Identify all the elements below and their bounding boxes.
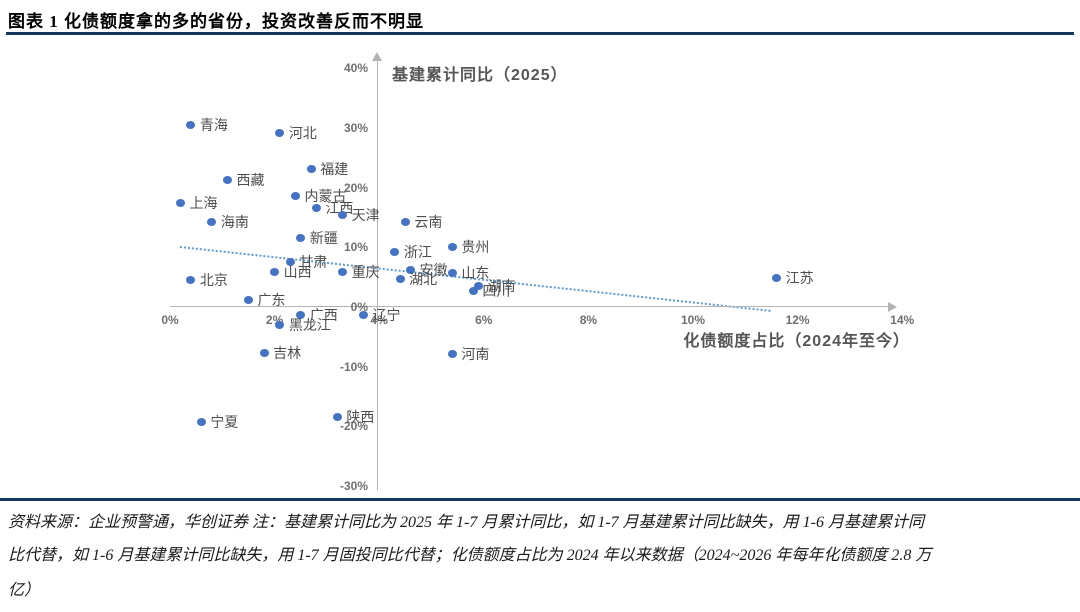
- y-tick-label: 20%: [343, 180, 368, 195]
- y-tick-label: -10%: [339, 359, 368, 374]
- data-point-label: 内蒙古: [304, 187, 347, 204]
- y-tick-label: 10%: [343, 240, 368, 255]
- source-note-line-3: 亿）: [8, 582, 41, 599]
- data-point-label: 山东: [461, 264, 490, 281]
- data-point: [468, 286, 478, 295]
- data-point: [311, 203, 321, 212]
- x-axis-title: 化债额度占比（2024年至今）: [683, 333, 910, 350]
- y-axis-arrow-icon: [372, 52, 382, 61]
- x-tick-label: 4%: [370, 313, 388, 327]
- data-point: [243, 295, 253, 304]
- data-point-label: 重庆: [351, 263, 380, 280]
- data-point-label: 浙江: [403, 244, 432, 261]
- figure-title: 图表 1 化债额度拿的多的省份，投资改善反而不明显: [8, 12, 424, 31]
- data-point: [406, 265, 416, 274]
- data-point: [207, 217, 217, 226]
- data-point: [259, 348, 269, 357]
- data-point-label: 广东: [257, 291, 286, 308]
- data-point-label: 河北: [288, 124, 317, 141]
- data-point: [196, 418, 206, 427]
- data-point: [270, 267, 280, 276]
- x-tick-label: 12%: [785, 313, 810, 327]
- data-point-label: 广西: [309, 306, 338, 323]
- data-point: [338, 211, 348, 220]
- title-underline: [6, 32, 1074, 35]
- data-point-label: 宁夏: [210, 414, 239, 431]
- data-point: [296, 233, 306, 242]
- data-point: [447, 242, 457, 251]
- data-point-label: 江苏: [785, 269, 814, 286]
- data-point-label: 黑龙江: [288, 316, 331, 333]
- data-point-label: 云南: [414, 214, 443, 231]
- data-point: [306, 165, 316, 174]
- x-tick-label: 6%: [475, 313, 493, 327]
- data-point-label: 吉林: [273, 344, 302, 361]
- data-point-label: 江西: [325, 199, 354, 216]
- y-axis-line: [376, 60, 378, 490]
- data-point: [223, 175, 233, 184]
- data-point: [275, 128, 285, 137]
- x-tick-label: 10%: [680, 313, 706, 327]
- y-tick-label: -30%: [339, 479, 368, 494]
- x-tick-label: 14%: [890, 313, 915, 327]
- footer-divider: [0, 498, 1080, 501]
- data-point: [285, 258, 295, 267]
- data-point: [186, 276, 196, 285]
- data-point-label: 青海: [199, 116, 228, 133]
- data-point-label: 辽宁: [372, 306, 401, 323]
- data-point-label: 山西: [283, 263, 312, 280]
- y-tick-label: -20%: [339, 419, 368, 434]
- y-tick-label: 0%: [350, 300, 368, 314]
- data-point-label: 海南: [220, 213, 249, 230]
- data-point-label: 安徽: [419, 261, 448, 278]
- data-point: [390, 248, 400, 257]
- x-axis-line: [170, 306, 890, 308]
- data-point: [447, 268, 457, 277]
- data-point: [772, 273, 782, 282]
- data-point-label: 河南: [461, 346, 490, 363]
- data-point: [186, 120, 196, 129]
- data-point-label: 湖北: [409, 270, 438, 287]
- source-note-line-2: 比代替，如 1-6 月基建累计同比缺失，用 1-7 月固投同比代替；化债额度占比…: [8, 547, 932, 564]
- data-point-label: 天津: [351, 207, 380, 224]
- y-tick-label: 40%: [343, 61, 368, 76]
- x-tick-label: 0%: [161, 313, 179, 327]
- data-point-label: 福建: [320, 161, 349, 178]
- data-point-label: 陕西: [346, 408, 375, 425]
- x-tick-label: 8%: [579, 313, 598, 327]
- x-axis-arrow-icon: [888, 302, 898, 312]
- data-point: [275, 320, 285, 329]
- data-point: [332, 412, 342, 421]
- data-point-label: 北京: [199, 272, 228, 289]
- data-point-label: 甘肃: [299, 254, 328, 271]
- data-point: [338, 267, 348, 276]
- data-point-label: 新疆: [309, 229, 338, 246]
- data-point: [400, 218, 410, 227]
- data-point-label: 湖南: [487, 278, 516, 295]
- data-point-label: 西藏: [236, 171, 265, 188]
- data-point: [474, 282, 484, 291]
- data-point: [291, 191, 301, 200]
- data-point-label: 贵州: [461, 238, 490, 255]
- y-axis-title: 基建累计同比（2025）: [392, 67, 568, 84]
- data-point-label: 四川: [482, 282, 511, 299]
- data-point-label: 上海: [189, 195, 218, 212]
- source-note-line-1: 资料来源：企业预警通，华创证券 注：基建累计同比为 2025 年 1-7 月累计…: [8, 514, 924, 531]
- data-point: [175, 199, 185, 208]
- data-point: [359, 310, 368, 319]
- data-point: [447, 350, 457, 359]
- data-point: [296, 310, 306, 319]
- y-tick-label: 30%: [343, 120, 368, 135]
- data-point: [395, 274, 405, 283]
